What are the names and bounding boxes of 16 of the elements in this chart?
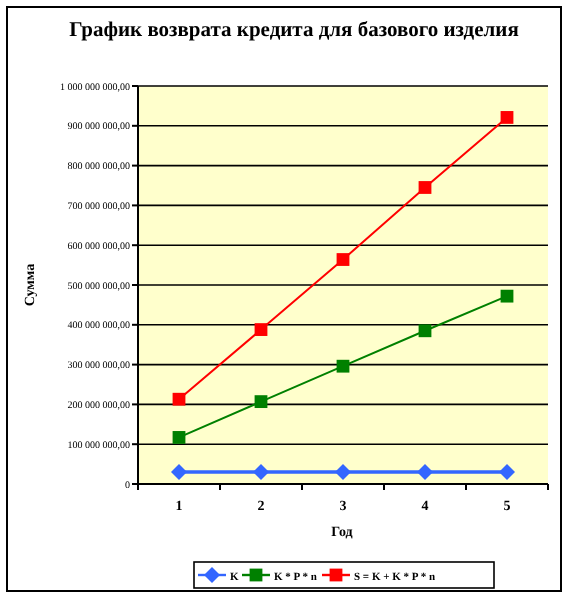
point [417,464,433,481]
point [172,431,186,444]
point [500,289,514,303]
point [171,464,187,481]
point [335,464,351,481]
point [418,181,432,194]
point [336,253,350,266]
point [500,111,514,124]
point [253,464,269,481]
point [499,464,515,481]
point [336,359,350,373]
point [172,392,186,406]
chart-title: График возврата кредита для базового изделия [69,20,520,42]
point [254,395,268,409]
point [254,323,268,336]
point [418,324,432,338]
